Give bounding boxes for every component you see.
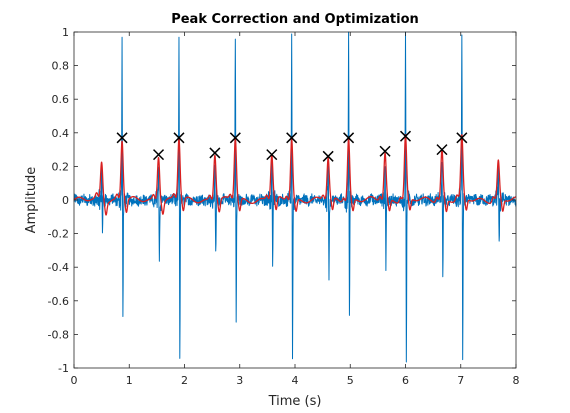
y-tick-label: 0.8 <box>52 60 70 73</box>
peak-marker <box>173 132 185 144</box>
envelope-series <box>73 134 517 216</box>
y-tick-label: -1 <box>58 362 69 375</box>
x-tick-label: 6 <box>402 374 409 387</box>
x-tick-label: 4 <box>292 374 299 387</box>
y-tick-label: 0.6 <box>52 93 70 106</box>
peak-marker <box>436 144 448 156</box>
peak-marker <box>343 132 355 144</box>
y-tick-label: -0.8 <box>48 328 69 341</box>
plot-area <box>73 31 517 368</box>
x-tick-label: 1 <box>126 374 133 387</box>
envelope-line <box>73 134 517 216</box>
peak-marker <box>379 145 391 157</box>
y-axis-label: Amplitude <box>24 167 39 234</box>
peak-marker <box>322 150 334 162</box>
y-tick-label: 0 <box>62 194 69 207</box>
x-tick-label: 8 <box>513 374 520 387</box>
peak-marker <box>153 149 165 161</box>
x-tick-label: 2 <box>181 374 188 387</box>
peak-marker <box>399 130 412 142</box>
y-tick-label: 0.2 <box>52 160 70 173</box>
peak-marker <box>116 132 128 144</box>
peak-marker <box>456 132 468 144</box>
chart-title: Peak Correction and Optimization <box>171 12 419 27</box>
peak-marker <box>209 147 221 159</box>
x-axis: 0 1 2 3 4 5 6 7 8 <box>71 32 520 387</box>
y-tick-label: -0.4 <box>48 261 69 274</box>
x-tick-label: 0 <box>71 374 78 387</box>
peak-marker <box>266 149 278 161</box>
x-tick-label: 7 <box>457 374 464 387</box>
x-tick-label: 5 <box>347 374 354 387</box>
y-axis: -1 -0.8 -0.6 -0.4 -0.2 0 0.2 0.4 0.6 0.8 1 <box>48 26 516 375</box>
x-tick-label: 3 <box>236 374 243 387</box>
peak-markers <box>116 130 468 162</box>
peak-marker <box>286 132 298 144</box>
x-axis-label: Time (s) <box>268 394 322 409</box>
y-tick-label: 0.4 <box>52 127 70 140</box>
y-tick-label: -0.6 <box>48 295 69 308</box>
y-tick-label: -0.2 <box>48 228 69 241</box>
peak-marker <box>229 132 241 144</box>
y-tick-label: 1 <box>62 26 69 39</box>
